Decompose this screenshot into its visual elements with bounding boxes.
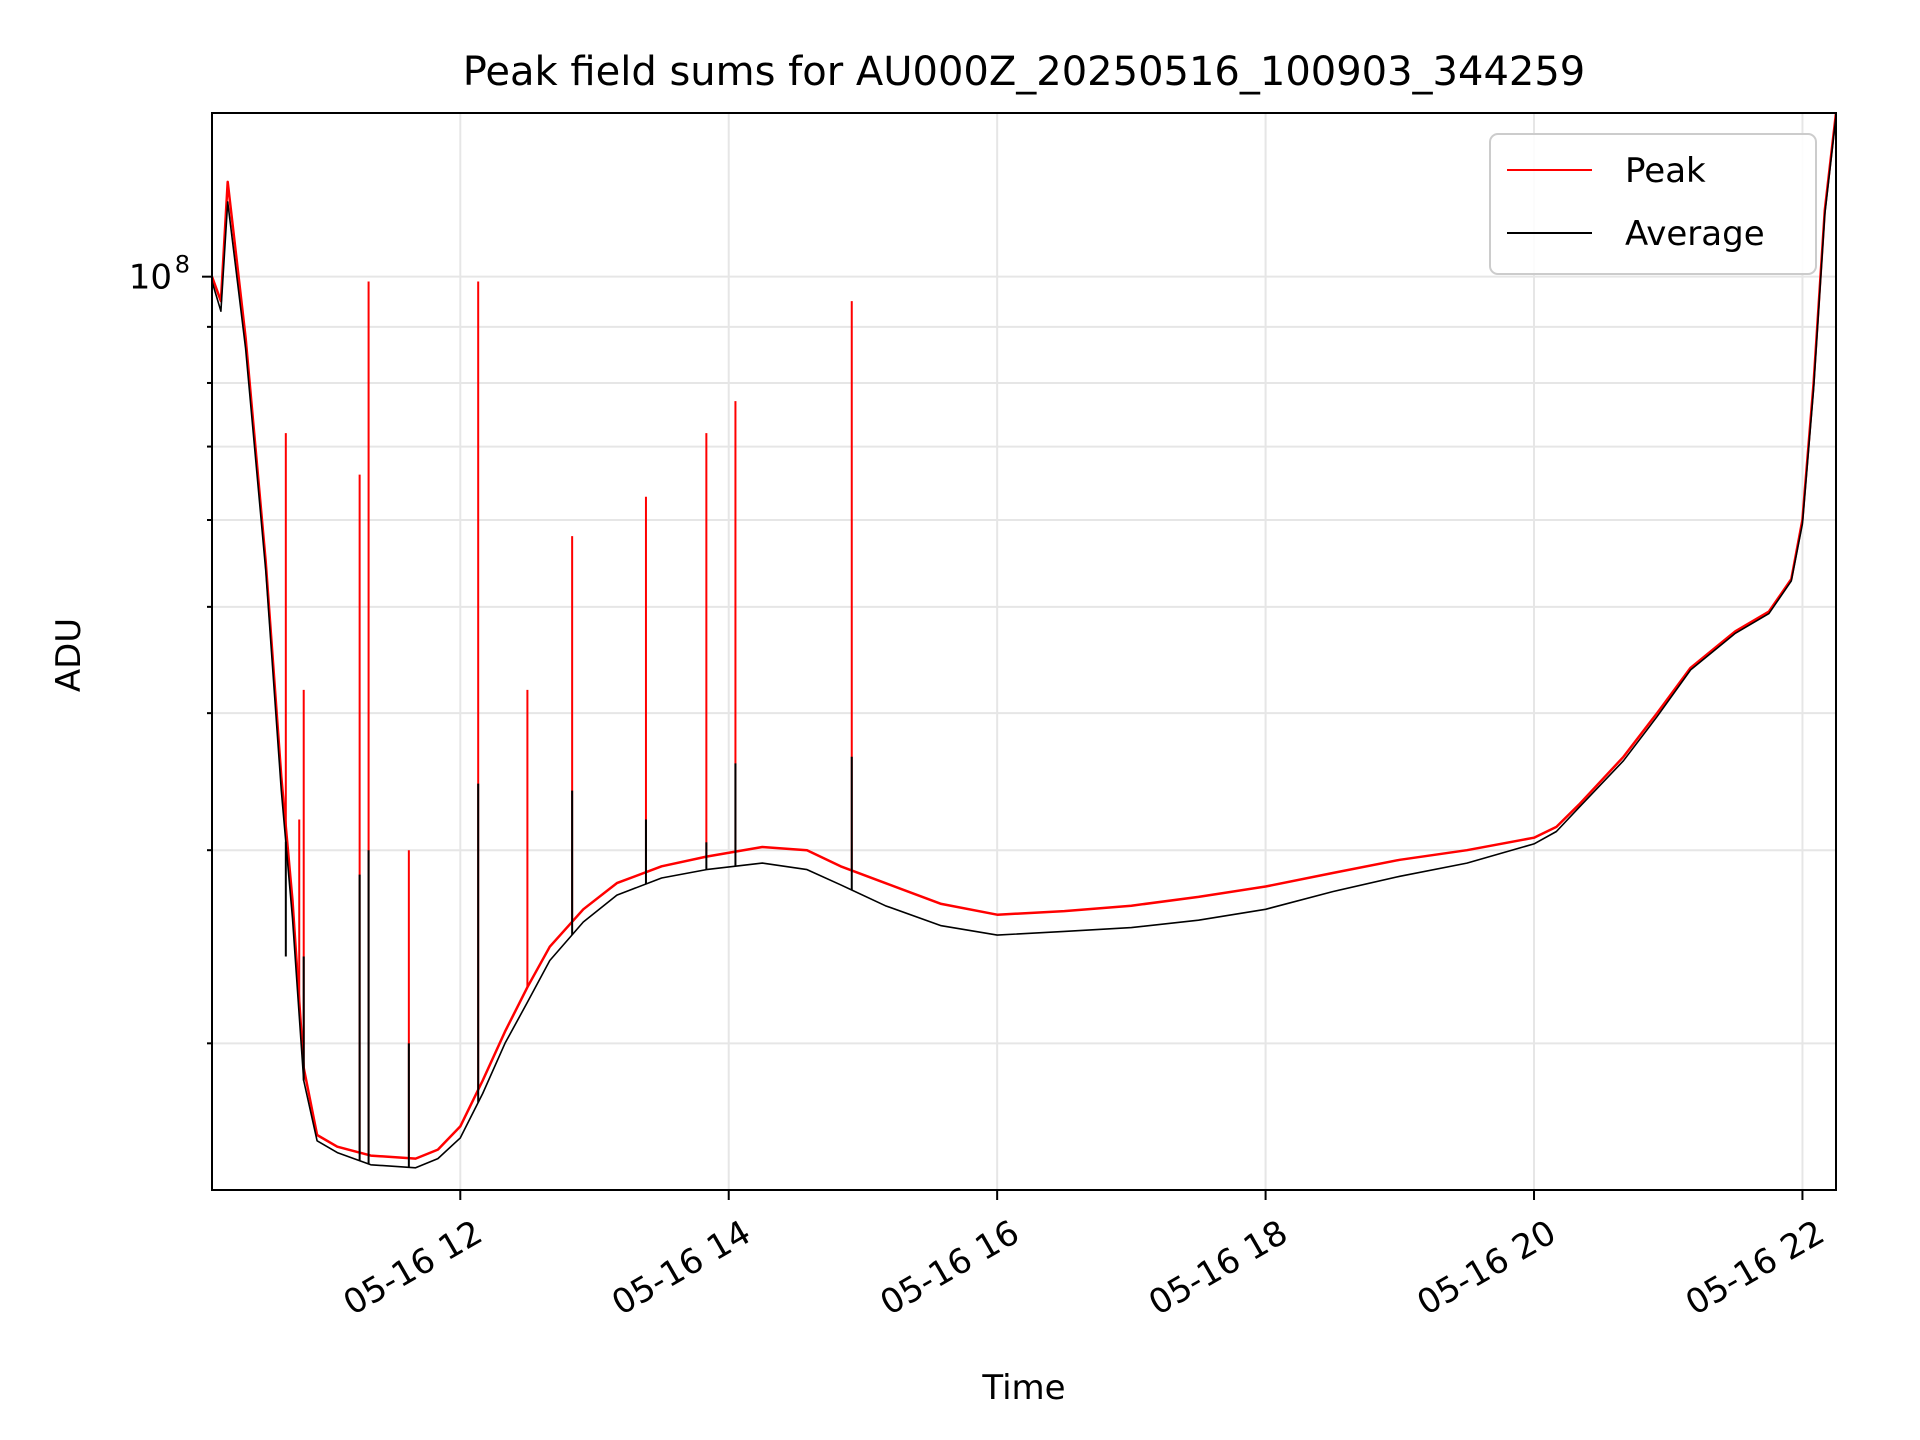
y-tick-label-base: 10 xyxy=(129,258,172,298)
y-axis: 10 8 xyxy=(129,251,212,1045)
chart-title: Peak field sums for AU000Z_20250516_1009… xyxy=(463,49,1586,95)
series-layer xyxy=(212,113,1836,1169)
legend: Peak Average xyxy=(1489,133,1817,275)
y-tick-label-exponent: 8 xyxy=(175,251,190,279)
series-line xyxy=(212,113,1836,1160)
legend-label-average: Average xyxy=(1625,214,1765,254)
grid xyxy=(212,113,1836,1190)
plot-area-frame xyxy=(211,112,1837,1191)
y-tick-label: 10 8 xyxy=(129,251,190,298)
series-line xyxy=(212,116,1836,1169)
y-axis-label: ADU xyxy=(49,618,89,692)
series-average xyxy=(212,116,1836,1169)
x-axis-label: Time xyxy=(981,1368,1065,1408)
legend-label-peak: Peak xyxy=(1625,151,1706,191)
